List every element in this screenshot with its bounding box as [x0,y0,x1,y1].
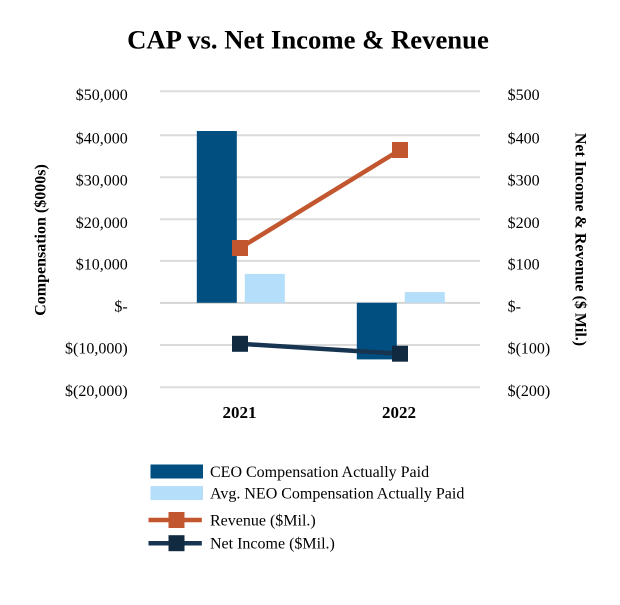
svg-text:$40,000: $40,000 [76,131,128,148]
svg-text:$(200): $(200) [508,383,551,400]
svg-text:Net Income & Revenue ($ Mil.): Net Income & Revenue ($ Mil.) [572,133,589,346]
svg-text:$(100): $(100) [508,341,551,358]
svg-text:$-: $- [114,298,127,315]
svg-text:2021: 2021 [223,403,257,422]
svg-text:$-: $- [508,298,521,315]
svg-text:$20,000: $20,000 [76,215,128,232]
svg-text:$10,000: $10,000 [76,257,128,274]
svg-text:$100: $100 [508,257,540,274]
svg-text:2022: 2022 [382,403,416,422]
svg-text:$200: $200 [508,215,540,232]
svg-text:Compensation ($000s): Compensation ($000s) [33,164,50,316]
svg-text:$500: $500 [508,87,540,104]
svg-text:CAP vs. Net Income & Revenue: CAP vs. Net Income & Revenue [127,25,489,55]
svg-text:$400: $400 [508,131,540,148]
svg-text:Avg. NEO Compensation Actually: Avg. NEO Compensation Actually Paid [210,485,464,502]
svg-text:Revenue ($Mil.): Revenue ($Mil.) [210,512,316,529]
svg-text:$(20,000): $(20,000) [65,383,128,400]
svg-text:$(10,000): $(10,000) [65,341,128,358]
svg-text:$30,000: $30,000 [76,173,128,190]
svg-text:$50,000: $50,000 [76,87,128,104]
svg-text:Net Income ($Mil.): Net Income ($Mil.) [210,536,335,553]
svg-text:CEO Compensation Actually Paid: CEO Compensation Actually Paid [210,464,429,481]
svg-text:$300: $300 [508,173,540,190]
